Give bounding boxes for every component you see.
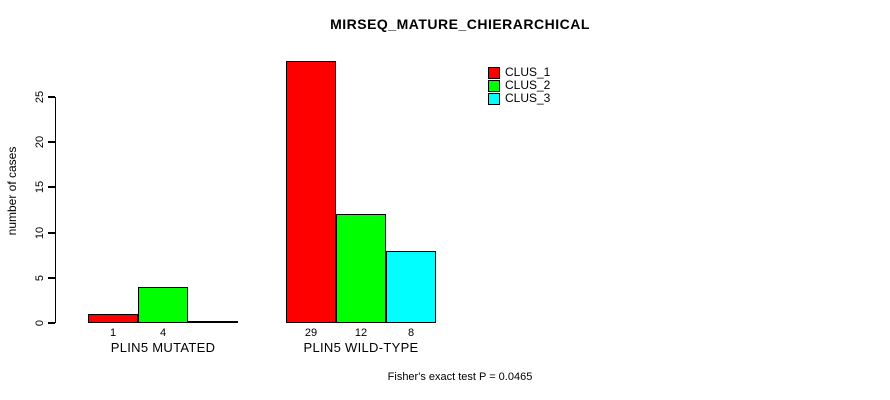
y-axis-line — [54, 97, 56, 323]
category-label: PLIN5 WILD-TYPE — [303, 340, 419, 355]
bar-clus_2-1 — [138, 287, 188, 323]
legend-swatch-icon — [488, 66, 500, 79]
bar-value-label: 1 — [109, 327, 117, 339]
chart-title: MIRSEQ_MATURE_CHIERARCHICAL — [330, 16, 590, 32]
legend: CLUS_1 CLUS_2 CLUS_3 — [488, 66, 550, 105]
y-tick-mark — [47, 141, 55, 143]
y-tick-label: 25 — [34, 90, 46, 104]
legend-label: CLUS_1 — [505, 65, 551, 79]
legend-swatch-icon — [488, 92, 500, 105]
y-tick-mark — [47, 277, 55, 279]
bar-clus_2-2 — [336, 214, 386, 323]
legend-item-clus_1: CLUS_1 — [488, 66, 550, 79]
y-tick-mark — [47, 96, 55, 98]
y-tick-mark — [47, 322, 55, 324]
y-tick-mark — [47, 186, 55, 188]
category-label: PLIN5 MUTATED — [110, 340, 216, 355]
legend-label: CLUS_3 — [505, 91, 551, 105]
bar-clus_1-1 — [88, 314, 138, 323]
legend-swatch-icon — [488, 79, 500, 92]
bar-clus_1-2 — [286, 61, 336, 323]
y-tick-label: 5 — [34, 274, 46, 282]
bar-value-label: 4 — [159, 327, 167, 339]
legend-label: CLUS_2 — [505, 78, 551, 92]
bar-clus_3-2 — [386, 251, 436, 323]
y-tick-label: 15 — [34, 180, 46, 194]
y-tick-label: 10 — [34, 226, 46, 240]
bar-value-label: 8 — [407, 327, 415, 339]
legend-item-clus_2: CLUS_2 — [488, 79, 550, 92]
legend-item-clus_3: CLUS_3 — [488, 92, 550, 105]
bar-value-label: 29 — [304, 327, 318, 339]
bar-value-label: 12 — [354, 327, 368, 339]
y-tick-mark — [47, 232, 55, 234]
y-tick-label: 20 — [34, 135, 46, 149]
y-tick-label: 0 — [34, 319, 46, 327]
fisher-test-annotation: Fisher's exact test P = 0.0465 — [387, 371, 533, 383]
